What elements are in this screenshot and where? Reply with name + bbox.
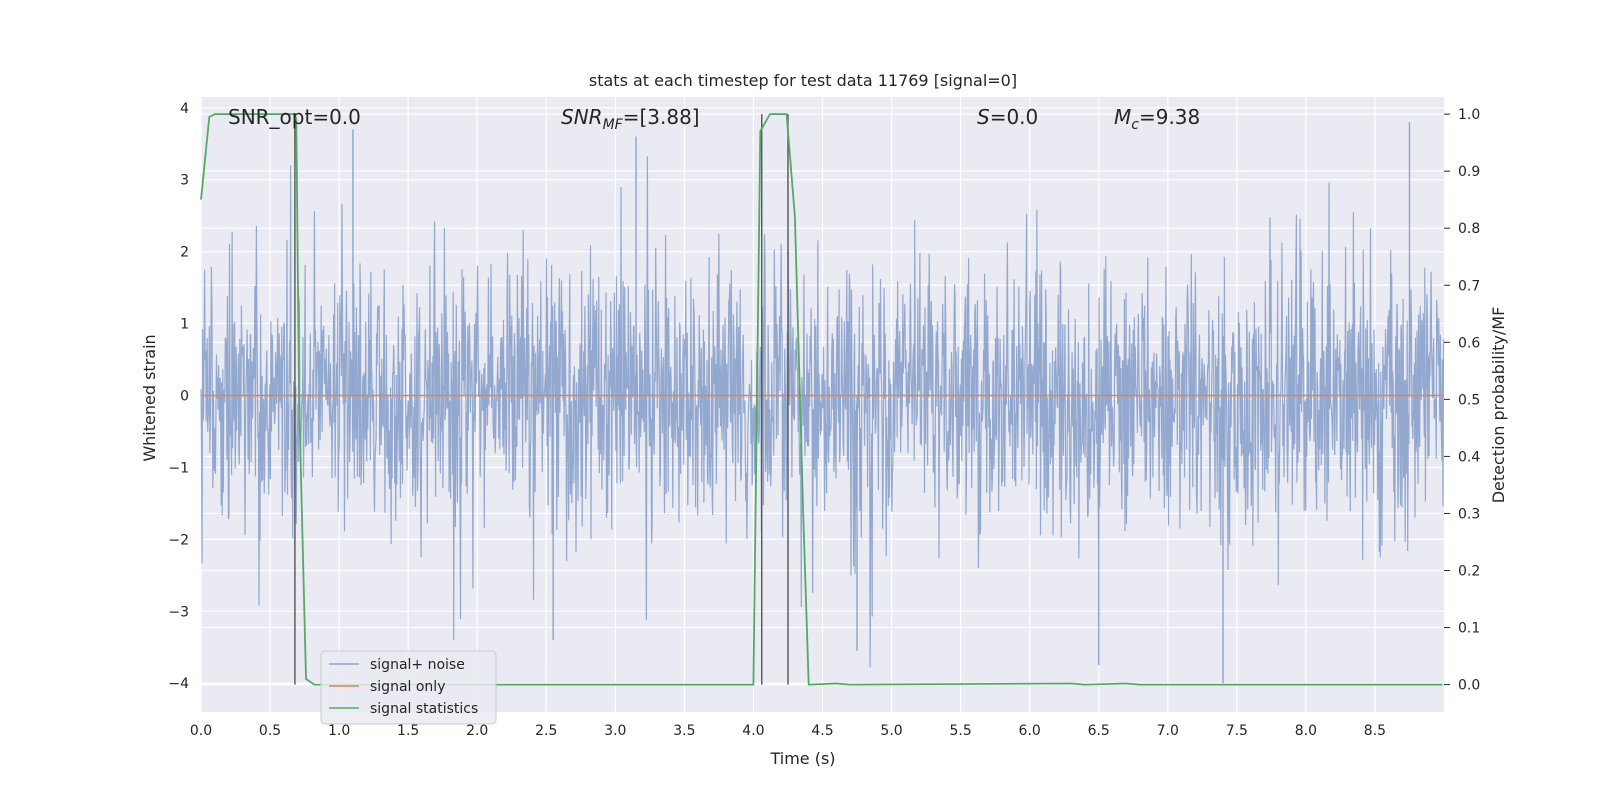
y-axis-label-left: Whitened strain (140, 334, 159, 461)
snr-mf-value: =[3.88] (623, 105, 700, 129)
y-tick-label-left: −1 (168, 460, 189, 476)
x-axis-label: Time (s) (769, 749, 835, 768)
y-tick-label-right: 0.8 (1458, 221, 1480, 237)
annotation-snr-mf: SNRMF=[3.88] (561, 105, 700, 133)
x-tick-label: 3.0 (604, 723, 626, 739)
y-tick-label-right: 0.0 (1458, 678, 1480, 694)
y-tick-label-left: −2 (168, 532, 189, 548)
legend-label-signal-statistics: signal statistics (370, 701, 478, 717)
x-ticks: 0.0 0.5 1.0 1.5 2.0 2.5 3.0 3.5 4.0 4.5 5.0 5.5 6.0 6… (190, 723, 1386, 739)
y-tick-label-left: −3 (168, 604, 189, 620)
x-tick-label: 4.5 (811, 723, 833, 739)
x-tick-label: 0.0 (190, 723, 212, 739)
snr-mf-subscript: MF (603, 117, 624, 133)
s-base: S (977, 105, 990, 129)
x-tick-label: 5.5 (949, 723, 971, 739)
chart-title: stats at each timestep for test data 117… (589, 71, 1017, 90)
legend-label-signal-only: signal only (370, 679, 445, 695)
y-tick-label-right: 0.5 (1458, 392, 1480, 408)
legend-label-signal-noise: signal+ noise (370, 657, 465, 673)
y-tick-label-left: 2 (180, 245, 189, 261)
signal-statistics-line (200, 113, 1443, 686)
y-tick-label-left: 1 (180, 317, 189, 333)
y-ticks-right: 1.0 0.9 0.8 0.7 0.6 0.5 0.4 0.3 0.2 0.1 0.0 (1444, 107, 1480, 694)
y-ticks-left: 4 3 2 1 0 −1 −2 −3 −4 (168, 101, 189, 692)
x-tick-label: 1.0 (328, 723, 350, 739)
y-tick-label-left: −4 (168, 676, 189, 692)
x-tick-label: 8.5 (1364, 723, 1386, 739)
y-tick-label-right: 0.3 (1458, 506, 1480, 522)
x-tick-label: 7.0 (1157, 723, 1179, 739)
y-tick-label-left: 4 (180, 101, 189, 117)
y-tick-label-right: 0.6 (1458, 335, 1480, 351)
s-value: =0.0 (990, 105, 1039, 129)
legend: signal+ noise signal only signal statist… (320, 650, 497, 725)
x-tick-label: 0.5 (259, 723, 281, 739)
x-tick-label: 7.5 (1226, 723, 1248, 739)
noise-series (200, 122, 1445, 684)
annotation-mc: Mc=9.38 (1114, 105, 1200, 133)
x-tick-label: 5.0 (880, 723, 902, 739)
legend-box (320, 650, 497, 725)
y-tick-label-right: 1.0 (1458, 107, 1480, 123)
x-tick-label: 4.0 (742, 723, 764, 739)
mc-value: =9.38 (1139, 105, 1200, 129)
y-tick-label-right: 0.2 (1458, 564, 1480, 580)
y-axis-label-right: Detection probability/MF (1489, 307, 1508, 504)
y-tick-label-right: 0.4 (1458, 449, 1480, 465)
annotation-s: S=0.0 (977, 105, 1038, 129)
x-tick-label: 2.0 (466, 723, 488, 739)
y-tick-label-right: 0.1 (1458, 621, 1480, 637)
y-tick-label-right: 0.7 (1458, 278, 1480, 294)
snr-mf-base: SNR (561, 105, 603, 129)
x-tick-label: 6.5 (1088, 723, 1110, 739)
x-tick-label: 6.0 (1019, 723, 1041, 739)
x-tick-label: 3.5 (673, 723, 695, 739)
x-tick-label: 2.5 (535, 723, 557, 739)
x-tick-label: 1.5 (397, 723, 419, 739)
mc-subscript: c (1131, 117, 1139, 133)
y-tick-label-right: 0.9 (1458, 164, 1480, 180)
signal-statistics-series (200, 113, 1443, 686)
mc-base: M (1114, 105, 1131, 129)
annotation-snr-opt: SNR_opt=0.0 (228, 105, 361, 129)
noise-line (200, 156, 1445, 668)
x-tick-label: 8.0 (1295, 723, 1317, 739)
y-tick-label-left: 0 (180, 389, 189, 405)
vertical-markers (294, 114, 789, 685)
y-tick-label-left: 3 (180, 173, 189, 189)
